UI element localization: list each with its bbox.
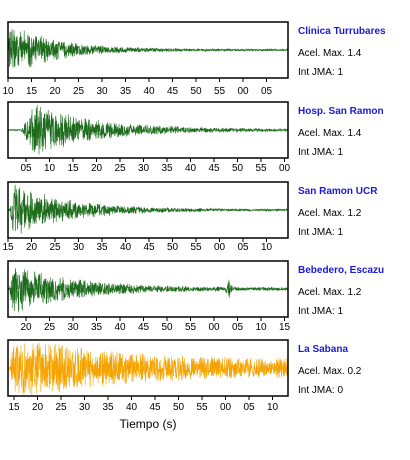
panel-frame bbox=[7, 21, 289, 79]
x-tick-label: 45 bbox=[149, 402, 161, 413]
x-tick-label: 45 bbox=[143, 242, 155, 253]
x-tick-label: 40 bbox=[114, 322, 126, 333]
x-tick-label: 00 bbox=[220, 402, 232, 413]
panel-1: 10 15 20 25 30 35 40 45 50 55 00 05 Clinica Turrubar… bbox=[2, 21, 386, 97]
x-tick-label: 15 bbox=[279, 322, 291, 333]
panel-2: 05 10 15 20 25 30 35 40 45 50 55 00 Hosp. San Ramon A… bbox=[7, 101, 384, 174]
acel-max-label: Acel. Max. 1.2 bbox=[298, 208, 362, 219]
panels-group: 10 15 20 25 30 35 40 45 50 55 00 05 Clinica Turrubar… bbox=[2, 21, 386, 413]
x-tick-label: 40 bbox=[143, 86, 155, 97]
x-tick-label: 20 bbox=[20, 322, 32, 333]
x-tick-label: 45 bbox=[167, 86, 179, 97]
waveform-trace bbox=[7, 268, 289, 313]
x-tick-label: 00 bbox=[279, 163, 291, 174]
x-tick-label: 00 bbox=[237, 86, 249, 97]
x-tick-label: 05 bbox=[232, 322, 244, 333]
x-tick-label: 35 bbox=[102, 402, 114, 413]
x-tick-label: 30 bbox=[79, 402, 91, 413]
x-tick-label: 35 bbox=[91, 322, 103, 333]
x-tick-label: 40 bbox=[185, 163, 197, 174]
int-jma-label: Int JMA: 1 bbox=[298, 306, 343, 317]
x-tick-label: 50 bbox=[161, 322, 173, 333]
panel-4: 20 25 30 35 40 45 50 55 00 05 10 15 Bebedero, Escazu… bbox=[7, 260, 384, 333]
panel-frame bbox=[7, 339, 289, 397]
x-tick-label: 10 bbox=[44, 163, 56, 174]
x-tick-label: 25 bbox=[44, 322, 56, 333]
int-jma-label: Int JMA: 0 bbox=[298, 385, 343, 396]
x-tick-label: 55 bbox=[190, 242, 202, 253]
x-tick-label: 25 bbox=[49, 242, 61, 253]
x-tick-label: 10 bbox=[255, 322, 267, 333]
x-tick-label: 10 bbox=[261, 242, 273, 253]
x-tick-label: 05 bbox=[20, 163, 32, 174]
x-tick-label: 40 bbox=[126, 402, 138, 413]
x-tick-label: 45 bbox=[138, 322, 150, 333]
x-tick-label: 35 bbox=[161, 163, 173, 174]
x-tick-label: 30 bbox=[67, 322, 79, 333]
int-jma-label: Int JMA: 1 bbox=[298, 227, 343, 238]
int-jma-label: Int JMA: 1 bbox=[298, 147, 343, 158]
x-tick-label: 30 bbox=[96, 86, 108, 97]
x-tick-label: 15 bbox=[26, 86, 38, 97]
waveform-trace bbox=[7, 184, 289, 234]
station-name: Clinica Turrubares bbox=[298, 26, 386, 37]
x-tick-label: 55 bbox=[214, 86, 226, 97]
x-tick-label: 05 bbox=[261, 86, 273, 97]
station-name: San Ramon UCR bbox=[298, 186, 378, 197]
x-tick-label: 05 bbox=[243, 402, 255, 413]
acel-max-label: Acel. Max. 0.2 bbox=[298, 366, 362, 377]
panel-frame bbox=[7, 101, 289, 159]
x-tick-label: 30 bbox=[138, 163, 150, 174]
x-tick-label: 20 bbox=[26, 242, 38, 253]
x-tick-label: 25 bbox=[55, 402, 67, 413]
station-name: Hosp. San Ramon bbox=[298, 106, 384, 117]
acel-max-label: Acel. Max. 1.4 bbox=[298, 128, 362, 139]
station-name: Bebedero, Escazu bbox=[298, 265, 384, 276]
x-tick-label: 10 bbox=[267, 402, 279, 413]
x-tick-label: 50 bbox=[190, 86, 202, 97]
x-tick-label: 25 bbox=[73, 86, 85, 97]
x-tick-label: 20 bbox=[91, 163, 103, 174]
x-tick-label: 50 bbox=[167, 242, 179, 253]
panel-5: 15 20 25 30 35 40 45 50 55 00 05 10 La Sabana Acel. M… bbox=[7, 339, 362, 413]
panel-frame bbox=[7, 181, 289, 239]
station-name: La Sabana bbox=[298, 344, 348, 355]
panel-3: 15 20 25 30 35 40 45 50 55 00 05 10 San Ramon UCR Ace… bbox=[2, 181, 378, 253]
x-axis-label: Tiempo (s) bbox=[120, 417, 177, 431]
x-tick-label: 35 bbox=[96, 242, 108, 253]
x-tick-label: 15 bbox=[2, 242, 14, 253]
x-tick-label: 55 bbox=[196, 402, 208, 413]
waveform-trace bbox=[7, 105, 289, 155]
x-tick-label: 50 bbox=[173, 402, 185, 413]
x-tick-label: 40 bbox=[120, 242, 132, 253]
x-tick-label: 00 bbox=[214, 242, 226, 253]
x-tick-label: 15 bbox=[8, 402, 20, 413]
x-tick-label: 35 bbox=[120, 86, 132, 97]
x-tick-label: 55 bbox=[185, 322, 197, 333]
acel-max-label: Acel. Max. 1.2 bbox=[298, 287, 362, 298]
x-tick-label: 05 bbox=[237, 242, 249, 253]
x-tick-label: 45 bbox=[208, 163, 220, 174]
acel-max-label: Acel. Max. 1.4 bbox=[298, 48, 362, 59]
x-tick-label: 00 bbox=[208, 322, 220, 333]
int-jma-label: Int JMA: 1 bbox=[298, 67, 343, 78]
x-tick-label: 50 bbox=[232, 163, 244, 174]
x-tick-label: 55 bbox=[255, 163, 267, 174]
x-tick-label: 20 bbox=[49, 86, 61, 97]
waveform-trace bbox=[7, 342, 289, 396]
x-tick-label: 10 bbox=[2, 86, 14, 97]
x-tick-label: 25 bbox=[114, 163, 126, 174]
x-tick-label: 30 bbox=[73, 242, 85, 253]
x-tick-label: 20 bbox=[32, 402, 44, 413]
waveform-trace bbox=[7, 29, 289, 68]
x-tick-label: 15 bbox=[67, 163, 79, 174]
panel-frame bbox=[7, 260, 289, 318]
